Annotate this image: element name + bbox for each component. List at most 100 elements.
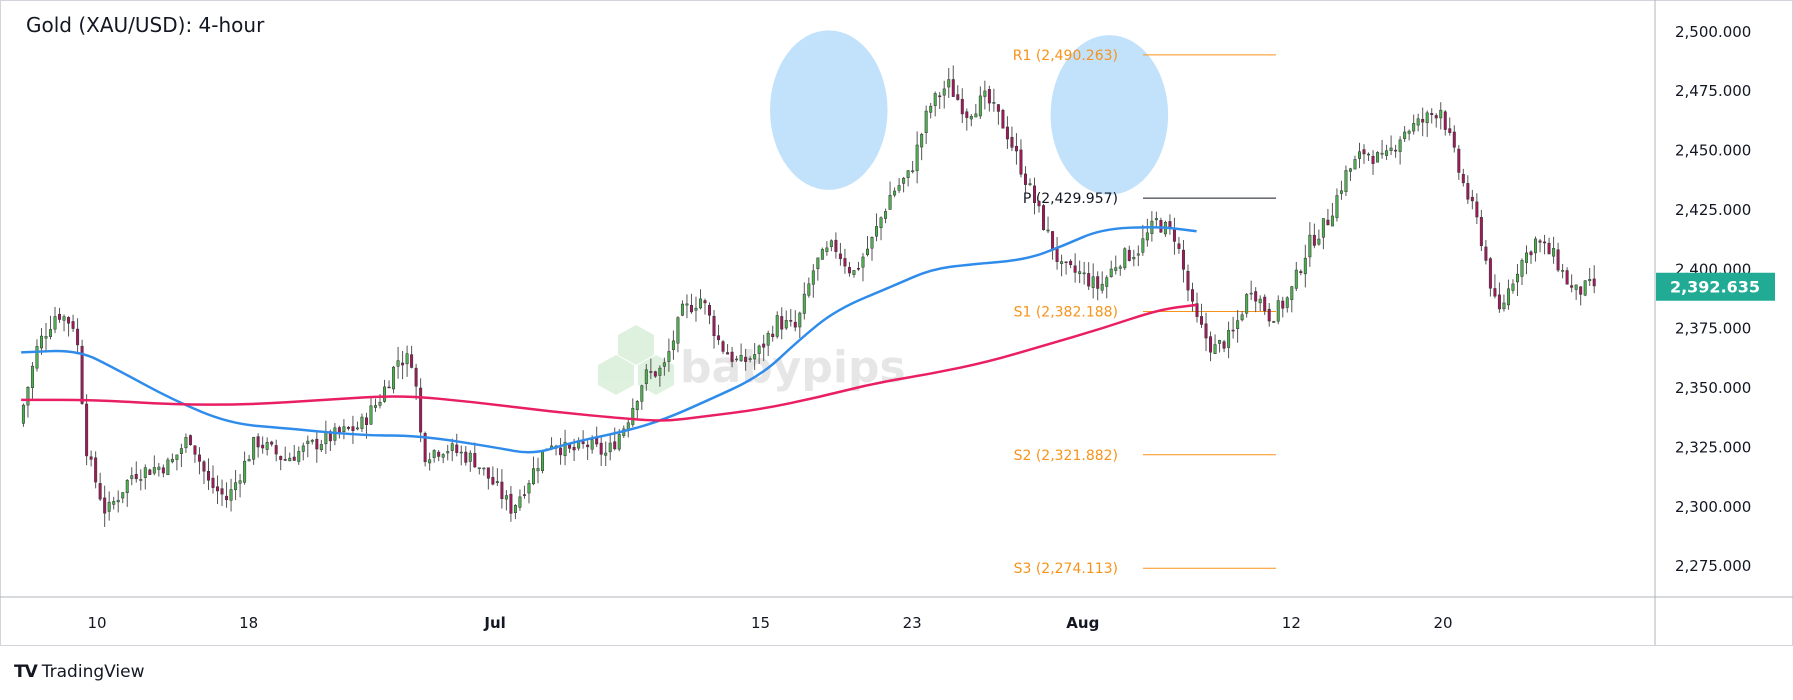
candle-down bbox=[856, 267, 860, 270]
moving-average-line-2 bbox=[21, 303, 1197, 422]
candle-up bbox=[297, 451, 301, 462]
candle-up bbox=[1588, 279, 1592, 282]
candle-down bbox=[455, 444, 459, 453]
candle-down bbox=[103, 497, 107, 514]
candle-up bbox=[446, 451, 450, 454]
candle-down bbox=[951, 79, 955, 97]
candle-down bbox=[712, 315, 716, 336]
candle-up bbox=[518, 496, 522, 508]
candle-down bbox=[581, 441, 585, 445]
candle-up bbox=[396, 360, 400, 367]
time-tick-label: 18 bbox=[239, 614, 258, 632]
candle-up bbox=[44, 336, 48, 339]
candle-down bbox=[1452, 131, 1456, 148]
candle-down bbox=[1001, 109, 1005, 129]
candle-up bbox=[1236, 320, 1240, 330]
candle-down bbox=[274, 445, 278, 455]
candle-down bbox=[1254, 291, 1258, 302]
candle-up bbox=[807, 283, 811, 296]
candle-down bbox=[71, 321, 75, 329]
candle-up bbox=[1100, 283, 1104, 291]
candle-down bbox=[1181, 249, 1185, 270]
candle-up bbox=[978, 95, 982, 117]
candle-up bbox=[179, 448, 183, 454]
candle-down bbox=[1430, 113, 1434, 115]
candle-down bbox=[1466, 183, 1470, 200]
candle-up bbox=[531, 468, 535, 485]
candle-up bbox=[1136, 253, 1140, 256]
candle-up bbox=[1398, 139, 1402, 152]
candle-up bbox=[1511, 283, 1515, 291]
candle-down bbox=[1064, 261, 1068, 263]
candle-down bbox=[500, 481, 504, 499]
candle-down bbox=[744, 356, 748, 362]
candle-up bbox=[1353, 159, 1357, 170]
candle-up bbox=[324, 431, 328, 445]
candle-down bbox=[1579, 286, 1583, 295]
candle-down bbox=[1069, 260, 1073, 265]
candle-up bbox=[125, 480, 129, 494]
candle-down bbox=[346, 426, 350, 429]
candle-up bbox=[342, 426, 346, 432]
candle-up bbox=[974, 113, 978, 118]
candle-up bbox=[915, 144, 919, 172]
candle-up bbox=[680, 303, 684, 316]
candle-up bbox=[1145, 232, 1149, 241]
candle-up bbox=[30, 365, 34, 388]
candle-down bbox=[1177, 243, 1181, 249]
candle-up bbox=[265, 442, 269, 450]
price-tick-label: 2,275.000 bbox=[1675, 557, 1751, 575]
time-tick-label: 20 bbox=[1433, 614, 1452, 632]
candle-up bbox=[441, 454, 445, 458]
candle-down bbox=[1023, 173, 1027, 185]
time-tick-label: 15 bbox=[751, 614, 770, 632]
candle-up bbox=[969, 115, 973, 120]
candle-down bbox=[653, 371, 657, 377]
candle-up bbox=[170, 458, 174, 463]
candle-up bbox=[947, 79, 951, 88]
candle-down bbox=[1204, 323, 1208, 339]
candle-up bbox=[1118, 266, 1122, 269]
candle-down bbox=[522, 494, 526, 496]
candle-down bbox=[283, 459, 287, 461]
candle-up bbox=[392, 366, 396, 390]
candle-up bbox=[617, 434, 621, 450]
candle-up bbox=[130, 475, 134, 479]
candle-down bbox=[568, 444, 572, 449]
candle-up bbox=[107, 501, 111, 512]
candle-up bbox=[1028, 183, 1032, 186]
candle-down bbox=[1037, 201, 1041, 207]
candle-down bbox=[161, 467, 165, 474]
candle-down bbox=[414, 367, 418, 387]
candle-up bbox=[563, 442, 567, 457]
candle-up bbox=[942, 88, 946, 96]
candle-down bbox=[1538, 240, 1542, 243]
footer-brand[interactable]: TV TradingView bbox=[14, 662, 144, 682]
candle-down bbox=[1592, 278, 1596, 287]
candle-up bbox=[879, 217, 883, 229]
candle-down bbox=[1497, 294, 1501, 310]
candle-up bbox=[1213, 344, 1217, 354]
candle-up bbox=[920, 133, 924, 148]
candle-up bbox=[825, 247, 829, 252]
candle-up bbox=[1132, 257, 1136, 260]
candle-down bbox=[1529, 251, 1533, 256]
candle-down bbox=[1042, 205, 1046, 230]
candle-up bbox=[640, 385, 644, 402]
candle-down bbox=[1434, 115, 1438, 119]
candle-up bbox=[1385, 150, 1389, 156]
candle-up bbox=[1123, 248, 1127, 269]
price-tick-label: 2,500.000 bbox=[1675, 23, 1751, 41]
candle-up bbox=[1060, 261, 1064, 264]
candle-down bbox=[1159, 220, 1163, 233]
candle-up bbox=[234, 482, 238, 491]
candle-up bbox=[121, 492, 125, 499]
candle-up bbox=[698, 298, 702, 309]
candle-up bbox=[1240, 314, 1244, 321]
candle-up bbox=[1403, 131, 1407, 140]
candle-up bbox=[1534, 238, 1538, 254]
candle-down bbox=[1051, 231, 1055, 251]
candle-up bbox=[875, 226, 879, 237]
candle-down bbox=[586, 444, 590, 448]
